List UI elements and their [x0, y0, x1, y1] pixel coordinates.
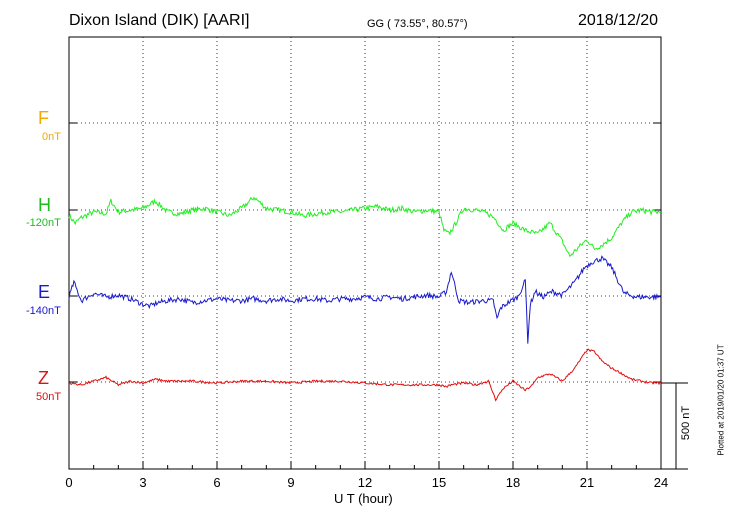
station-title: Dixon Island (DIK) [AARI] [69, 12, 250, 29]
x-tick-label: 18 [506, 475, 520, 490]
scale-bar-label: 500 nT [680, 405, 692, 441]
x-tick-label: 12 [358, 475, 372, 490]
offset-label-f: 0nT [42, 131, 61, 143]
plotted-timestamp: Plotted at 2019/01/20 01:37 UT [716, 344, 726, 456]
component-label-z: Z [38, 368, 49, 388]
x-axis-label: U T (hour) [334, 491, 393, 506]
x-tick-label: 15 [432, 475, 446, 490]
x-tick-label: 0 [65, 475, 72, 490]
date-label: 2018/12/20 [578, 12, 659, 29]
component-label-f: F [38, 108, 49, 128]
component-label-h: H [38, 195, 51, 215]
series-line-e [68, 255, 662, 344]
x-tick-label: 24 [654, 475, 668, 490]
offset-label-h: -120nT [26, 217, 61, 229]
series-line-h [68, 196, 662, 257]
series-line-z [68, 348, 662, 402]
x-tick-label: 6 [213, 475, 220, 490]
offset-label-e: -140nT [26, 305, 61, 317]
x-tick-label: 21 [580, 475, 594, 490]
coordinates-label: GG ( 73.55°, 80.57°) [367, 18, 468, 30]
component-label-e: E [38, 282, 51, 302]
offset-label-z: 50nT [36, 391, 62, 403]
x-tick-label: 3 [139, 475, 146, 490]
x-tick-label: 9 [287, 475, 294, 490]
